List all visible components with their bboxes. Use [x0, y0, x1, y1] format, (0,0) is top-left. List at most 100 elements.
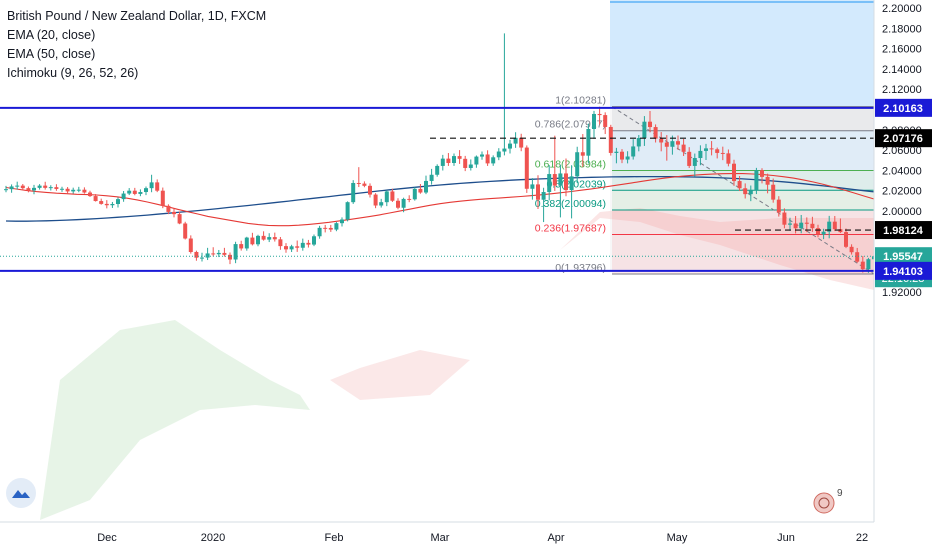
candle-body — [362, 183, 367, 186]
symbol-title[interactable]: British Pound / New Zealand Dollar, 1D, … — [7, 9, 267, 23]
candle-body — [295, 246, 300, 248]
time-axis-ticks: Dec 2020 Feb Mar Apr May Jun 22 — [97, 532, 868, 544]
candle-body — [496, 151, 501, 158]
fib-level-label: 0.236(1.97687) — [535, 222, 606, 234]
candle-body — [93, 196, 98, 202]
candle-body — [552, 174, 557, 186]
candle-body — [127, 190, 132, 194]
candle-body — [586, 128, 591, 156]
candle-body — [771, 184, 776, 200]
candle-body — [228, 254, 232, 260]
candle-body — [15, 185, 20, 187]
candles — [4, 33, 876, 273]
ema50-legend[interactable]: EMA (50, close) — [7, 47, 96, 61]
horizontal-lines[interactable] — [0, 106, 874, 272]
candle-body — [412, 188, 417, 200]
candle-body — [524, 147, 529, 189]
fib-fill-zone — [612, 170, 874, 191]
price-tick-label: 2.18000 — [882, 23, 922, 35]
candle-body — [457, 156, 462, 159]
candle-body — [547, 174, 552, 193]
price-labels: 2.101632.071761.981241.9554722:16:281.94… — [875, 98, 932, 288]
candle-body — [782, 212, 787, 225]
fib-fill-zone — [612, 190, 874, 211]
candle-body — [328, 227, 333, 230]
candle-body — [256, 235, 260, 245]
candle-body — [351, 182, 356, 203]
candle-body — [631, 146, 636, 157]
candle-body — [452, 156, 456, 163]
candle-body — [312, 236, 316, 245]
candle-body — [429, 174, 434, 181]
time-tick-label: Feb — [325, 532, 344, 544]
fib-level-label: 1(2.10281) — [555, 95, 606, 107]
candle-body — [32, 187, 36, 191]
price-tick-label: 2.20000 — [882, 3, 922, 15]
candle-body — [166, 205, 171, 212]
candle-body — [541, 192, 546, 200]
candle-body — [508, 143, 512, 149]
candle-body — [144, 188, 148, 193]
candle-body — [670, 141, 675, 147]
ema50-line — [5, 175, 875, 222]
ichimoku-legend[interactable]: Ichimoku (9, 26, 52, 26) — [7, 66, 139, 80]
price-label-dashed-upper: 2.07176 — [883, 133, 923, 145]
candle-body — [239, 244, 244, 249]
candle-body — [715, 149, 720, 153]
candle-body — [614, 151, 619, 153]
cloud-up-area — [40, 320, 310, 520]
candle-body — [597, 113, 602, 116]
price-label-resistance-bg — [875, 98, 932, 117]
ema-lines — [5, 173, 875, 227]
candle-body — [261, 235, 266, 240]
price-tick-label: 2.02000 — [882, 186, 922, 198]
candle-body — [625, 156, 630, 160]
candle-body — [418, 188, 423, 193]
candle-body — [435, 165, 440, 175]
candle-body — [384, 191, 389, 203]
candle-body — [205, 253, 210, 258]
price-label-support: 1.94103 — [883, 266, 923, 278]
candle-body — [485, 154, 490, 164]
candle-body — [760, 170, 764, 177]
candle-body — [620, 151, 624, 160]
candle-body — [748, 190, 753, 195]
candle-body — [188, 238, 193, 253]
price-tick-label: 1.92000 — [882, 287, 922, 299]
candle-body — [116, 199, 120, 204]
tradingview-logo-icon[interactable] — [6, 478, 36, 508]
candle-body — [160, 190, 165, 206]
candle-body — [569, 176, 574, 191]
candle-body — [284, 246, 288, 250]
candle-body — [211, 253, 216, 255]
candle-body — [222, 252, 227, 255]
candle-body — [194, 252, 199, 258]
candle-body — [575, 152, 580, 177]
price-label-support-bg — [875, 261, 932, 280]
ema20-legend[interactable]: EMA (20, close) — [7, 28, 96, 42]
candle-body — [709, 148, 714, 150]
candle-body — [687, 151, 692, 166]
candle-body — [71, 189, 76, 192]
candle-body — [536, 184, 540, 200]
candle-body — [306, 242, 311, 245]
candle-body — [592, 113, 596, 129]
candle-body — [272, 237, 277, 240]
candle-body — [278, 239, 283, 247]
badge-count: 9 — [837, 488, 843, 499]
chart-badge[interactable]: 9 — [813, 488, 843, 514]
candle-body — [390, 191, 395, 201]
candle-body — [726, 153, 731, 164]
candle-body — [519, 137, 524, 148]
candle-body — [26, 188, 31, 191]
candle-body — [446, 158, 451, 163]
candle-body — [20, 185, 25, 189]
candle-body — [704, 148, 708, 151]
candle-body — [530, 184, 535, 189]
price-tick-label: 2.00000 — [882, 206, 922, 218]
price-label-dashed-lower: 1.98124 — [883, 225, 924, 237]
candle-body — [48, 187, 53, 189]
time-tick-label: Dec — [97, 532, 117, 544]
